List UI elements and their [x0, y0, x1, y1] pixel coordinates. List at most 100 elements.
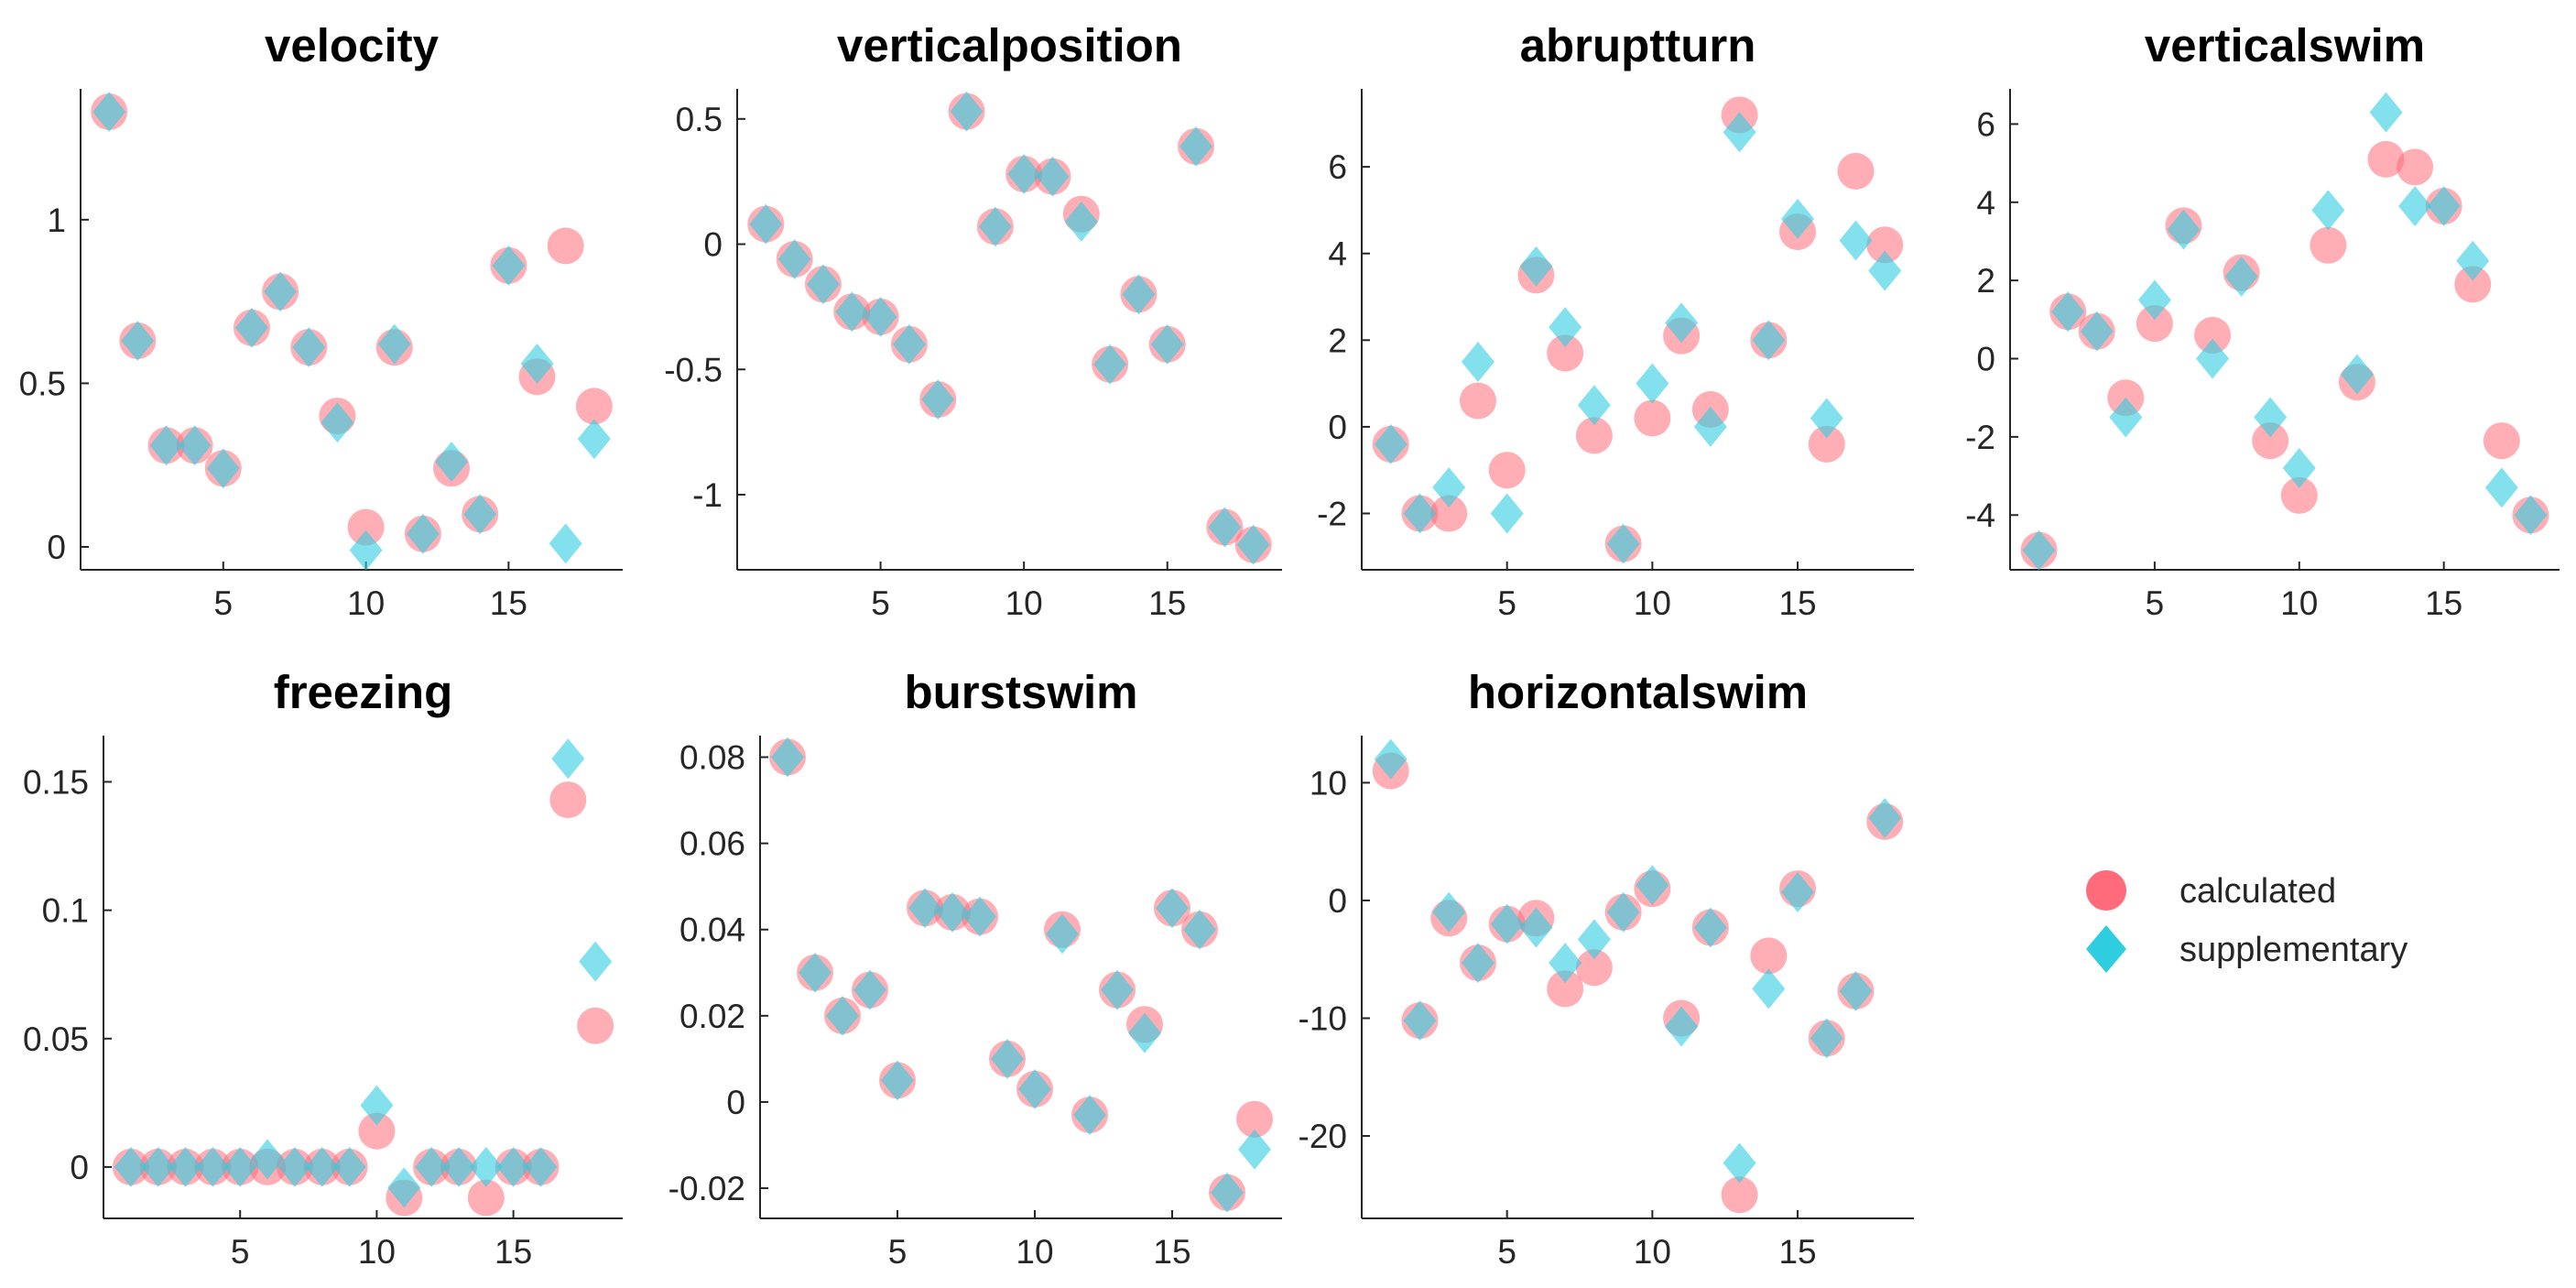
- data-point-calculated: [1750, 937, 1788, 975]
- y-tick-label: 0: [1328, 882, 1347, 920]
- legend-marker-supplementary: [2086, 925, 2126, 973]
- x-tick-label: 5: [214, 584, 234, 622]
- x-tick-label: 5: [231, 1233, 250, 1271]
- data-point-supplementary: [2427, 186, 2461, 227]
- data-point-supplementary: [1073, 1095, 1106, 1136]
- y-tick-label: -10: [1299, 999, 1347, 1037]
- data-point-supplementary: [196, 1146, 230, 1187]
- y-tick-label: 6: [1328, 148, 1347, 186]
- x-tick-label: 5: [888, 1233, 908, 1271]
- data-point-supplementary: [1839, 970, 1873, 1011]
- data-point-supplementary: [2080, 311, 2114, 352]
- data-point-supplementary: [806, 264, 840, 305]
- y-tick-label: -1: [692, 476, 723, 514]
- data-point-supplementary: [1238, 1129, 1271, 1170]
- data-point-supplementary: [463, 494, 497, 535]
- x-tick-label: 15: [1778, 1233, 1816, 1271]
- data-point-supplementary: [2137, 279, 2171, 321]
- data-point-calculated: [1575, 417, 1613, 454]
- data-point-calculated: [1459, 382, 1496, 420]
- data-point-supplementary: [835, 291, 869, 333]
- data-point-supplementary: [826, 995, 859, 1036]
- data-point-supplementary: [749, 203, 783, 245]
- data-point-supplementary: [1007, 153, 1041, 194]
- data-point-supplementary: [387, 1167, 421, 1208]
- x-tick-label: 10: [1016, 1233, 1053, 1271]
- data-point-supplementary: [492, 245, 526, 286]
- data-point-supplementary: [121, 321, 155, 361]
- data-point-supplementary: [1810, 1018, 1843, 1059]
- data-point-supplementary: [141, 1146, 175, 1187]
- data-point-supplementary: [292, 327, 326, 368]
- x-tick-label: 5: [1497, 1233, 1516, 1271]
- data-point-supplementary: [799, 952, 831, 993]
- data-point-supplementary: [264, 271, 298, 312]
- data-point-supplementary: [1374, 423, 1408, 464]
- chart-panels: velocity 5 10 15 0 0.5 1 verticalposition 5 10 15 0…: [19, 19, 2560, 1271]
- data-point-supplementary: [1519, 907, 1553, 948]
- chart-panel-horizontalswim: horizontalswim 5 10 15 10 0 -10 -20: [1299, 666, 1914, 1271]
- data-point-calculated: [347, 508, 385, 546]
- y-tick-label: 0: [726, 1084, 745, 1121]
- data-point-supplementary: [2224, 256, 2258, 297]
- series-supplementary: [749, 91, 1270, 565]
- data-point-supplementary: [908, 888, 941, 929]
- data-point-supplementary: [1432, 891, 1466, 933]
- data-point-calculated: [2280, 476, 2318, 514]
- y-tick-label: 0.1: [42, 892, 89, 930]
- data-point-supplementary: [1693, 907, 1727, 948]
- data-point-calculated: [1575, 949, 1613, 987]
- data-point-calculated: [1866, 226, 1904, 264]
- data-point-supplementary: [1403, 493, 1437, 534]
- y-tick-label: 0: [1976, 341, 1995, 378]
- data-point-supplementary: [1064, 201, 1098, 242]
- data-point-calculated: [1430, 495, 1468, 532]
- y-tick-label: 0.5: [676, 101, 723, 138]
- y-tick-label: -0.02: [668, 1170, 745, 1207]
- y-tick-label: 0.15: [23, 763, 89, 801]
- data-point-supplementary: [963, 896, 996, 937]
- y-tick-label: -0.5: [664, 351, 723, 388]
- data-point-supplementary: [991, 1038, 1024, 1079]
- data-point-supplementary: [2369, 92, 2403, 133]
- data-point-calculated: [1236, 1100, 1273, 1138]
- chart-title: freezing: [274, 666, 453, 718]
- data-point-supplementary: [1046, 913, 1079, 955]
- y-tick-label: -4: [1965, 497, 1995, 534]
- x-tick-label: 10: [1634, 1233, 1671, 1271]
- data-point-supplementary: [1549, 307, 1582, 348]
- data-point-calculated: [2483, 422, 2520, 460]
- data-point-supplementary: [2456, 240, 2490, 281]
- series-supplementary: [2022, 92, 2548, 571]
- data-point-supplementary: [1606, 891, 1640, 933]
- data-point-supplementary: [1208, 507, 1242, 548]
- data-point-supplementary: [771, 737, 804, 778]
- data-point-supplementary: [1490, 903, 1524, 944]
- data-point-supplementary: [1490, 493, 1524, 534]
- data-point-calculated: [1837, 152, 1875, 190]
- data-point-supplementary: [2051, 291, 2085, 333]
- data-point-supplementary: [2254, 397, 2288, 438]
- chart-title: abruptturn: [1520, 19, 1756, 71]
- chart-title: burstswim: [904, 666, 1137, 718]
- data-point-supplementary: [1752, 968, 1786, 1010]
- data-point-supplementary: [1093, 344, 1127, 385]
- data-point-supplementary: [332, 1146, 366, 1187]
- data-point-calculated: [575, 387, 613, 425]
- data-point-supplementary: [360, 1085, 394, 1126]
- data-point-supplementary: [2196, 338, 2230, 379]
- data-point-supplementary: [1868, 797, 1902, 838]
- y-tick-label: 6: [1976, 105, 1995, 143]
- data-point-supplementary: [579, 941, 613, 982]
- data-point-supplementary: [1752, 320, 1786, 361]
- data-point-calculated: [2194, 316, 2232, 354]
- data-point-supplementary: [936, 891, 969, 933]
- data-point-supplementary: [377, 323, 411, 365]
- data-point-calculated: [467, 1179, 505, 1217]
- data-point-supplementary: [921, 379, 955, 420]
- y-tick-label: 4: [1328, 235, 1347, 273]
- data-point-supplementary: [415, 1146, 449, 1187]
- data-point-supplementary: [2340, 354, 2374, 395]
- chart-title: verticalposition: [837, 19, 1182, 71]
- data-point-supplementary: [864, 296, 897, 337]
